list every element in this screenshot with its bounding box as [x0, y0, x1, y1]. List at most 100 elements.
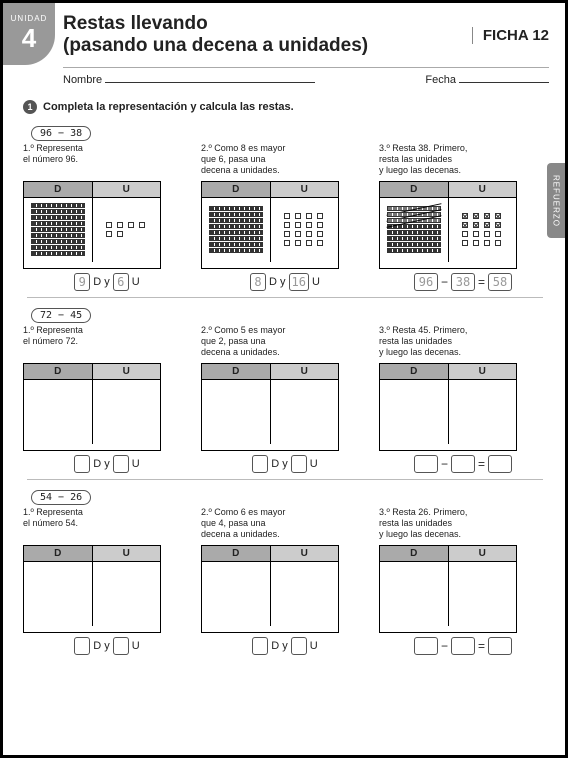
u-box[interactable]: 16: [289, 273, 309, 291]
d-box[interactable]: [74, 455, 90, 473]
header-u: U: [271, 364, 339, 380]
header-d: D: [202, 546, 271, 562]
step-text: 2.º Como 8 es mayorque 6, pasa unadecena…: [201, 143, 369, 179]
tens-cell: [380, 562, 449, 626]
step-column: 3.º Resta 45. Primero,resta las unidades…: [379, 325, 547, 473]
eq-a[interactable]: 96: [414, 273, 438, 291]
eq-r[interactable]: [488, 637, 512, 655]
header-u: U: [271, 182, 339, 198]
tens-cell: [202, 562, 271, 626]
step-column: 3.º Resta 38. Primero,resta las unidades…: [379, 143, 547, 291]
header-u: U: [449, 364, 517, 380]
problem-expression: 72 − 45: [31, 308, 91, 323]
du-table: DU: [23, 545, 161, 633]
du-table: DU: [23, 363, 161, 451]
dy-u-row: D yU: [23, 455, 191, 473]
eq-a[interactable]: [414, 637, 438, 655]
tens-cell: [24, 198, 93, 262]
step-column: 2.º Como 5 es mayorque 2, pasa unadecena…: [201, 325, 369, 473]
instruction-text: Completa la representación y calcula las…: [43, 101, 294, 113]
header-d: D: [380, 182, 449, 198]
d-box[interactable]: [252, 455, 268, 473]
tens-cell: [24, 562, 93, 626]
u-box[interactable]: [113, 455, 129, 473]
tens-cell: [202, 198, 271, 262]
du-table: DU: [379, 181, 517, 269]
eq-b[interactable]: [451, 455, 475, 473]
name-date-line: Nombre Fecha: [63, 67, 549, 86]
du-table: DU: [379, 363, 517, 451]
step-column: 3.º Resta 26. Primero,resta las unidades…: [379, 507, 547, 655]
du-table: DU: [23, 181, 161, 269]
step-text: 3.º Resta 26. Primero,resta las unidades…: [379, 507, 547, 543]
eq-b[interactable]: 38: [451, 273, 475, 291]
problem-expression: 96 − 38: [31, 126, 91, 141]
d-box[interactable]: [252, 637, 268, 655]
date-input-line[interactable]: [459, 82, 549, 83]
step-text: 3.º Resta 38. Primero,resta las unidades…: [379, 143, 547, 179]
du-table: DU: [201, 545, 339, 633]
units-cell: [449, 562, 517, 626]
step-column: 1.º Representael número 96.DU9D y6U: [23, 143, 191, 291]
header-u: U: [93, 364, 161, 380]
ficha-label: FICHA 12: [472, 27, 549, 44]
d-box[interactable]: 8: [250, 273, 266, 291]
du-table: DU: [379, 545, 517, 633]
header-u: U: [449, 546, 517, 562]
unit-label: UNIDAD: [11, 14, 48, 23]
instruction-bullet: 1: [23, 100, 37, 114]
dy-u-row: 8D y16U: [201, 273, 369, 291]
eq-r[interactable]: [488, 455, 512, 473]
units-cell: [93, 198, 161, 262]
header-d: D: [202, 182, 271, 198]
tens-cell: [202, 380, 271, 444]
equation-row: 96−38=58: [379, 273, 547, 291]
header-u: U: [449, 182, 517, 198]
d-box[interactable]: 9: [74, 273, 90, 291]
tens-cell: [24, 380, 93, 444]
step-column: 1.º Representael número 54.DUD yU: [23, 507, 191, 655]
step-column: 2.º Como 6 es mayorque 4, pasa unadecena…: [201, 507, 369, 655]
units-cell: [271, 198, 339, 262]
tens-cell: [380, 380, 449, 444]
u-box[interactable]: [113, 637, 129, 655]
step-column: 1.º Representael número 72.DUD yU: [23, 325, 191, 473]
step-column: 2.º Como 8 es mayorque 6, pasa unadecena…: [201, 143, 369, 291]
eq-r[interactable]: 58: [488, 273, 512, 291]
step-text: 3.º Resta 45. Primero,resta las unidades…: [379, 325, 547, 361]
step-text: 2.º Como 6 es mayorque 4, pasa unadecena…: [201, 507, 369, 543]
dy-u-row: D yU: [201, 455, 369, 473]
eq-b[interactable]: [451, 637, 475, 655]
problem-row: 1.º Representael número 96.DU9D y6U2.º C…: [23, 143, 547, 291]
name-input-line[interactable]: [105, 82, 315, 83]
du-table: DU: [201, 363, 339, 451]
problem-expression: 54 − 26: [31, 490, 91, 505]
units-cell: [449, 198, 517, 262]
header-u: U: [271, 546, 339, 562]
name-label: Nombre: [63, 74, 102, 86]
problem-row: 1.º Representael número 54.DUD yU2.º Com…: [23, 507, 547, 655]
side-tab: REFUERZO: [547, 163, 565, 238]
tens-cell: [380, 198, 449, 262]
problem-row: 1.º Representael número 72.DUD yU2.º Com…: [23, 325, 547, 473]
u-box[interactable]: 6: [113, 273, 129, 291]
du-table: DU: [201, 181, 339, 269]
header-d: D: [202, 364, 271, 380]
header-u: U: [93, 182, 161, 198]
header-d: D: [24, 182, 93, 198]
eq-a[interactable]: [414, 455, 438, 473]
header-u: U: [93, 546, 161, 562]
step-text: 1.º Representael número 96.: [23, 143, 191, 179]
dy-u-row: D yU: [23, 637, 191, 655]
content: 1 Completa la representación y calcula l…: [3, 86, 565, 663]
equation-row: −=: [379, 637, 547, 655]
instruction: 1 Completa la representación y calcula l…: [23, 100, 547, 114]
u-box[interactable]: [291, 455, 307, 473]
units-cell: [271, 380, 339, 444]
units-cell: [449, 380, 517, 444]
date-label: Fecha: [425, 74, 456, 86]
dy-u-row: D yU: [201, 637, 369, 655]
units-cell: [271, 562, 339, 626]
u-box[interactable]: [291, 637, 307, 655]
d-box[interactable]: [74, 637, 90, 655]
